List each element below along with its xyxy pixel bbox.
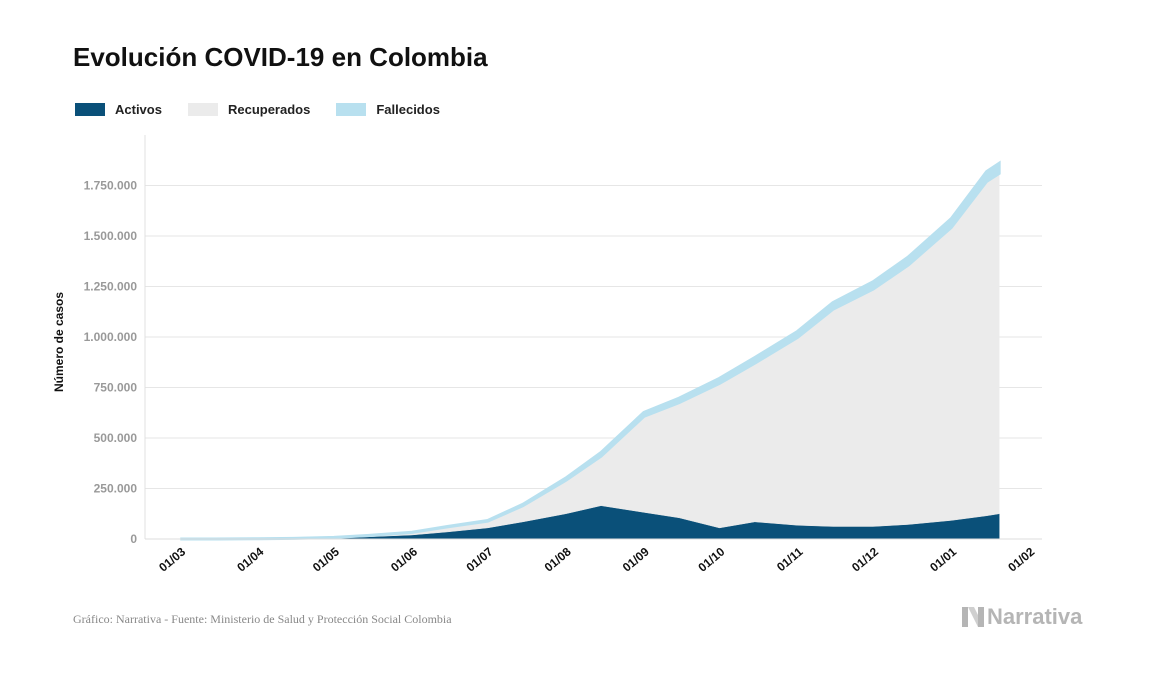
x-tick-label: 01/11 [774, 544, 806, 574]
legend-label-recuperados: Recuperados [227, 102, 311, 117]
y-tick-label: 500.000 [94, 431, 138, 445]
x-tick-label: 01/06 [388, 544, 420, 574]
x-tick-label: 01/05 [310, 544, 342, 574]
x-tick-label: 01/01 [927, 544, 959, 574]
x-tick-label: 01/03 [156, 544, 188, 574]
narrativa-logo-icon [962, 607, 984, 627]
y-tick-label: 250.000 [94, 482, 138, 496]
legend-swatch-fallecidos [336, 103, 367, 116]
legend-swatch-activos [75, 103, 105, 116]
chart-legend: Activos Recuperados Fallecidos [75, 102, 440, 117]
y-tick-label: 1.750.000 [84, 179, 138, 193]
y-tick-label: 1.500.000 [84, 229, 138, 243]
x-tick-label: 01/07 [464, 544, 496, 574]
chart-title: Evolución COVID-19 en Colombia [73, 42, 488, 72]
legend-label-activos: Activos [115, 102, 162, 117]
x-tick-label: 01/04 [234, 544, 266, 574]
y-tick-label: 0 [130, 532, 137, 546]
area-fallecidos [180, 160, 1001, 541]
y-tick-label: 750.000 [94, 381, 138, 395]
x-tick-label: 01/02 [1005, 544, 1037, 574]
narrativa-logo-text: Narrativa [987, 604, 1083, 629]
x-tick-label: 01/09 [620, 544, 652, 574]
legend-item-activos: Activos [75, 102, 162, 117]
narrativa-logo: Narrativa [962, 604, 1082, 630]
legend-item-fallecidos: Fallecidos [336, 102, 440, 117]
area-recuperados [180, 172, 1000, 540]
legend-item-recuperados: Recuperados [187, 102, 311, 117]
y-tick-label: 1.000.000 [84, 330, 138, 344]
legend-label-fallecidos: Fallecidos [376, 102, 440, 117]
x-tick-label: 01/10 [695, 544, 727, 574]
legend-swatch-recuperados [187, 103, 218, 116]
source-note: Gráfico: Narrativa - Fuente: Ministerio … [73, 612, 452, 626]
x-tick-label: 01/12 [849, 544, 881, 574]
x-tick-label: 01/08 [542, 544, 574, 574]
y-tick-label: 1.250.000 [84, 280, 138, 294]
